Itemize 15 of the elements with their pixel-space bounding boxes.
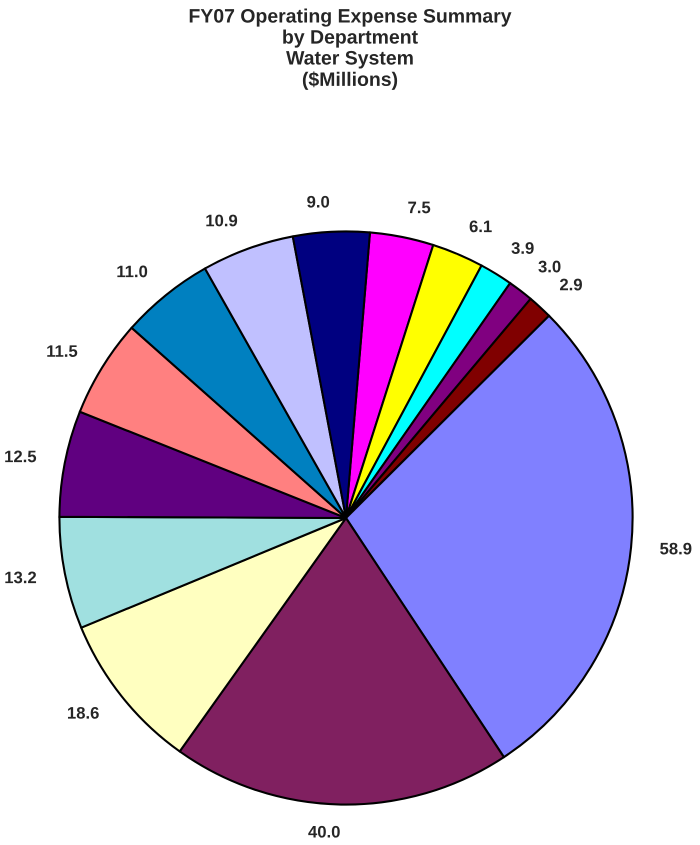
data-label: 6.1: [470, 220, 492, 232]
data-label: 3.9: [511, 242, 534, 254]
data-label: 2.9: [560, 278, 582, 290]
data-label: 10.9: [206, 214, 238, 226]
data-label: 11.0: [117, 266, 148, 278]
data-label: 58.9: [660, 542, 692, 555]
data-label: 9.0: [307, 196, 330, 208]
data-label: 13.2: [5, 572, 36, 584]
data-label: 3.0: [538, 260, 560, 273]
data-label: 11.5: [47, 345, 78, 357]
chart-title: FY07 Operating Expense Summary by Department Water System ($Millions): [190, 8, 512, 90]
data-label: 7.5: [408, 202, 430, 214]
data-label: 18.6: [68, 706, 99, 719]
data-label: 40.0: [308, 826, 340, 838]
data-label: 12.5: [5, 450, 36, 462]
